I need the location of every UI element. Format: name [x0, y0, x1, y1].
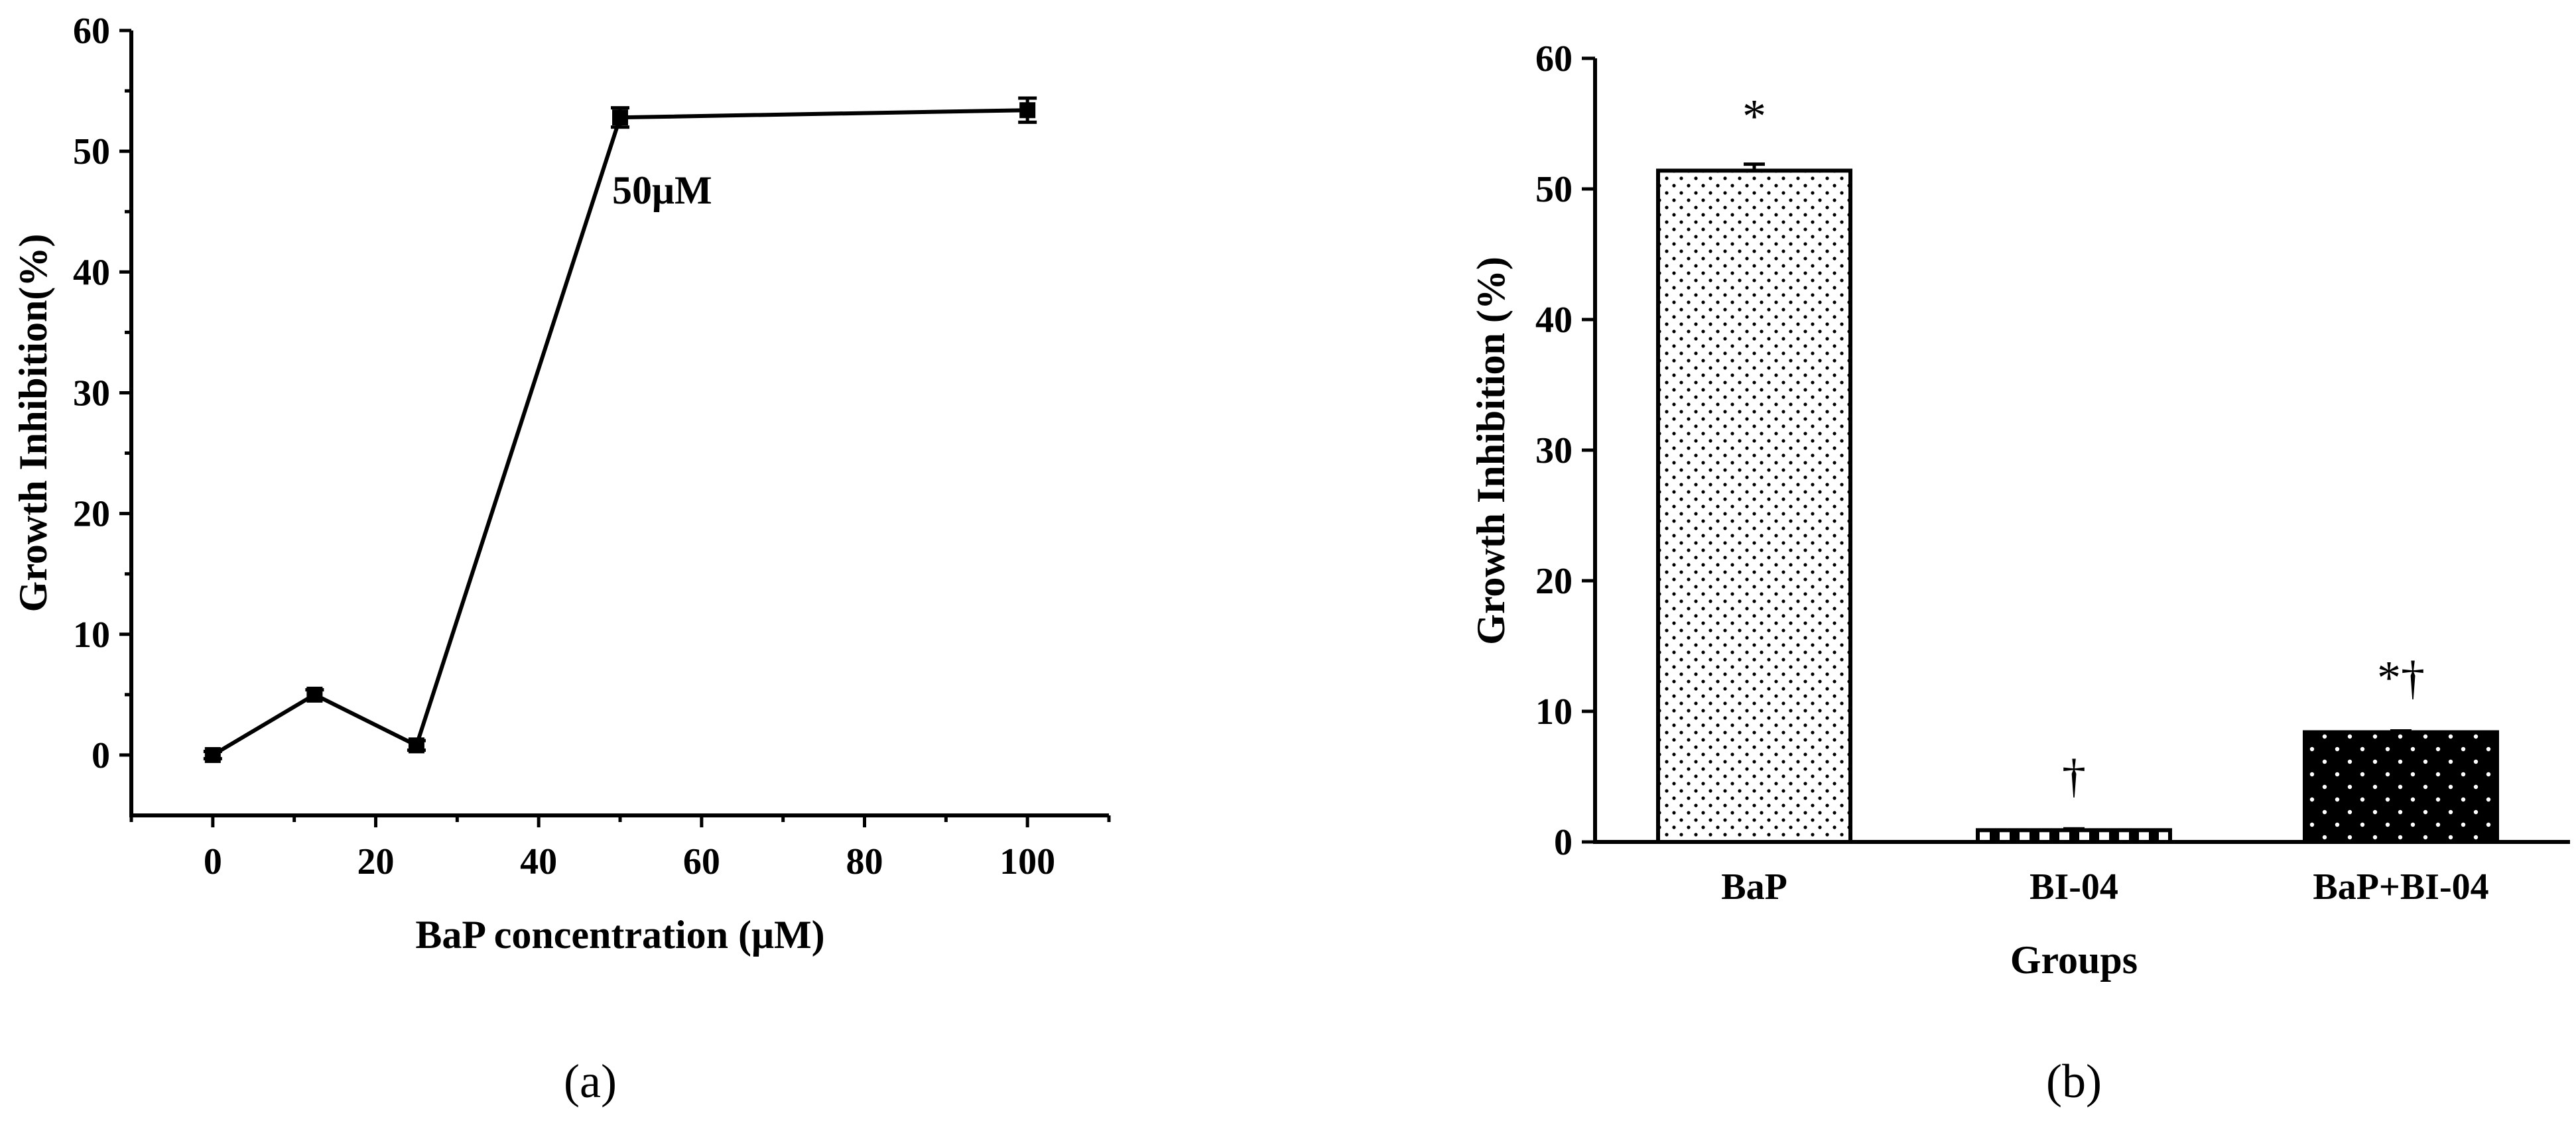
panel-a-x-axis-title: BaP concentration (μM): [415, 913, 824, 957]
panel-a-y-tick-label: 60: [73, 11, 110, 52]
panel-a-y-tick-label: 40: [73, 252, 110, 293]
panel-a-x-tick-label: 0: [204, 841, 222, 882]
panel-b-significance-mark: †: [2062, 749, 2086, 802]
panel-a-y-axis-title: Growth Inhibition(%): [11, 234, 55, 613]
panel-a-y-tick-label: 50: [73, 131, 110, 172]
panel-b-significance-mark: *: [1742, 89, 1766, 143]
panel-a-x-tick-label: 100: [999, 841, 1055, 882]
panel-b-y-tick-label: 0: [1554, 822, 1573, 863]
panel-b-y-tick-label: 40: [1535, 300, 1573, 341]
panel-a-y-ticks: 0 10 20 30 40 50 60: [73, 11, 131, 776]
panel-a-data-point: [612, 109, 628, 126]
panel-a-data-point: [306, 686, 323, 703]
panel-b-bar: [2303, 730, 2499, 845]
panel-a-data-point: [408, 737, 424, 754]
panel-a-x-tick-label: 20: [357, 841, 395, 882]
panel-b-bar-chart: 0 10 20 30 40 50 60 * BaP † BI-04 *† BaP+BI-04 Grou…: [1469, 38, 2570, 1108]
panel-a-axes: [129, 30, 1109, 817]
panel-b-y-axis-title: Growth Inhibition (%): [1469, 257, 1513, 645]
panel-b-significance-mark: *†: [2377, 652, 2425, 705]
panel-b-bar-group: † BI-04: [1976, 749, 2172, 908]
panel-b-label: (b): [2046, 1055, 2102, 1108]
panel-a-y-tick-label: 10: [73, 615, 110, 656]
panel-a-y-tick-label: 20: [73, 494, 110, 535]
panel-b-y-ticks: 0 10 20 30 40 50 60: [1535, 38, 1595, 863]
panel-a-y-tick-label: 0: [92, 735, 110, 776]
panel-a-data-point: [1019, 102, 1036, 119]
panel-a-x-tick-label: 60: [683, 841, 720, 882]
panel-b-y-tick-label: 20: [1535, 561, 1573, 602]
panel-b-bar: [1656, 168, 1852, 845]
panel-a-annotation: 50μM: [612, 168, 712, 212]
panel-b-y-tick-label: 60: [1535, 38, 1573, 80]
panel-a-x-tick-label: 80: [846, 841, 883, 882]
panel-a-line-chart: 0 10 20 30 40 50 60 0 20 40 60 80 100 50μM BaP conc…: [11, 11, 1111, 1108]
panel-b-y-tick-label: 30: [1535, 430, 1573, 471]
panel-a-data-point: [204, 746, 221, 763]
panel-b-bar: [1976, 828, 2172, 845]
panel-b-category-label: BI-04: [2029, 866, 2118, 908]
panel-a-x-ticks: 0 20 40 60 80 100: [129, 815, 1111, 882]
panel-b-y-tick-label: 50: [1535, 169, 1573, 210]
panel-b-category-label: BaP: [1721, 866, 1787, 908]
panel-b-x-axis-title: Groups: [2010, 938, 2138, 982]
panel-a-x-tick-label: 40: [520, 841, 557, 882]
panel-a-y-tick-label: 30: [73, 373, 110, 414]
panel-b-y-tick-label: 10: [1535, 691, 1573, 733]
panel-a-label: (a): [564, 1055, 617, 1108]
panel-b-bars: * BaP † BI-04 *† BaP+BI-04: [1656, 89, 2499, 908]
panel-b-bar-group: *† BaP+BI-04: [2303, 652, 2499, 908]
panel-b-bar-group: * BaP: [1656, 89, 1852, 908]
panel-b-category-label: BaP+BI-04: [2313, 866, 2488, 908]
panel-a-series: [203, 96, 1037, 763]
